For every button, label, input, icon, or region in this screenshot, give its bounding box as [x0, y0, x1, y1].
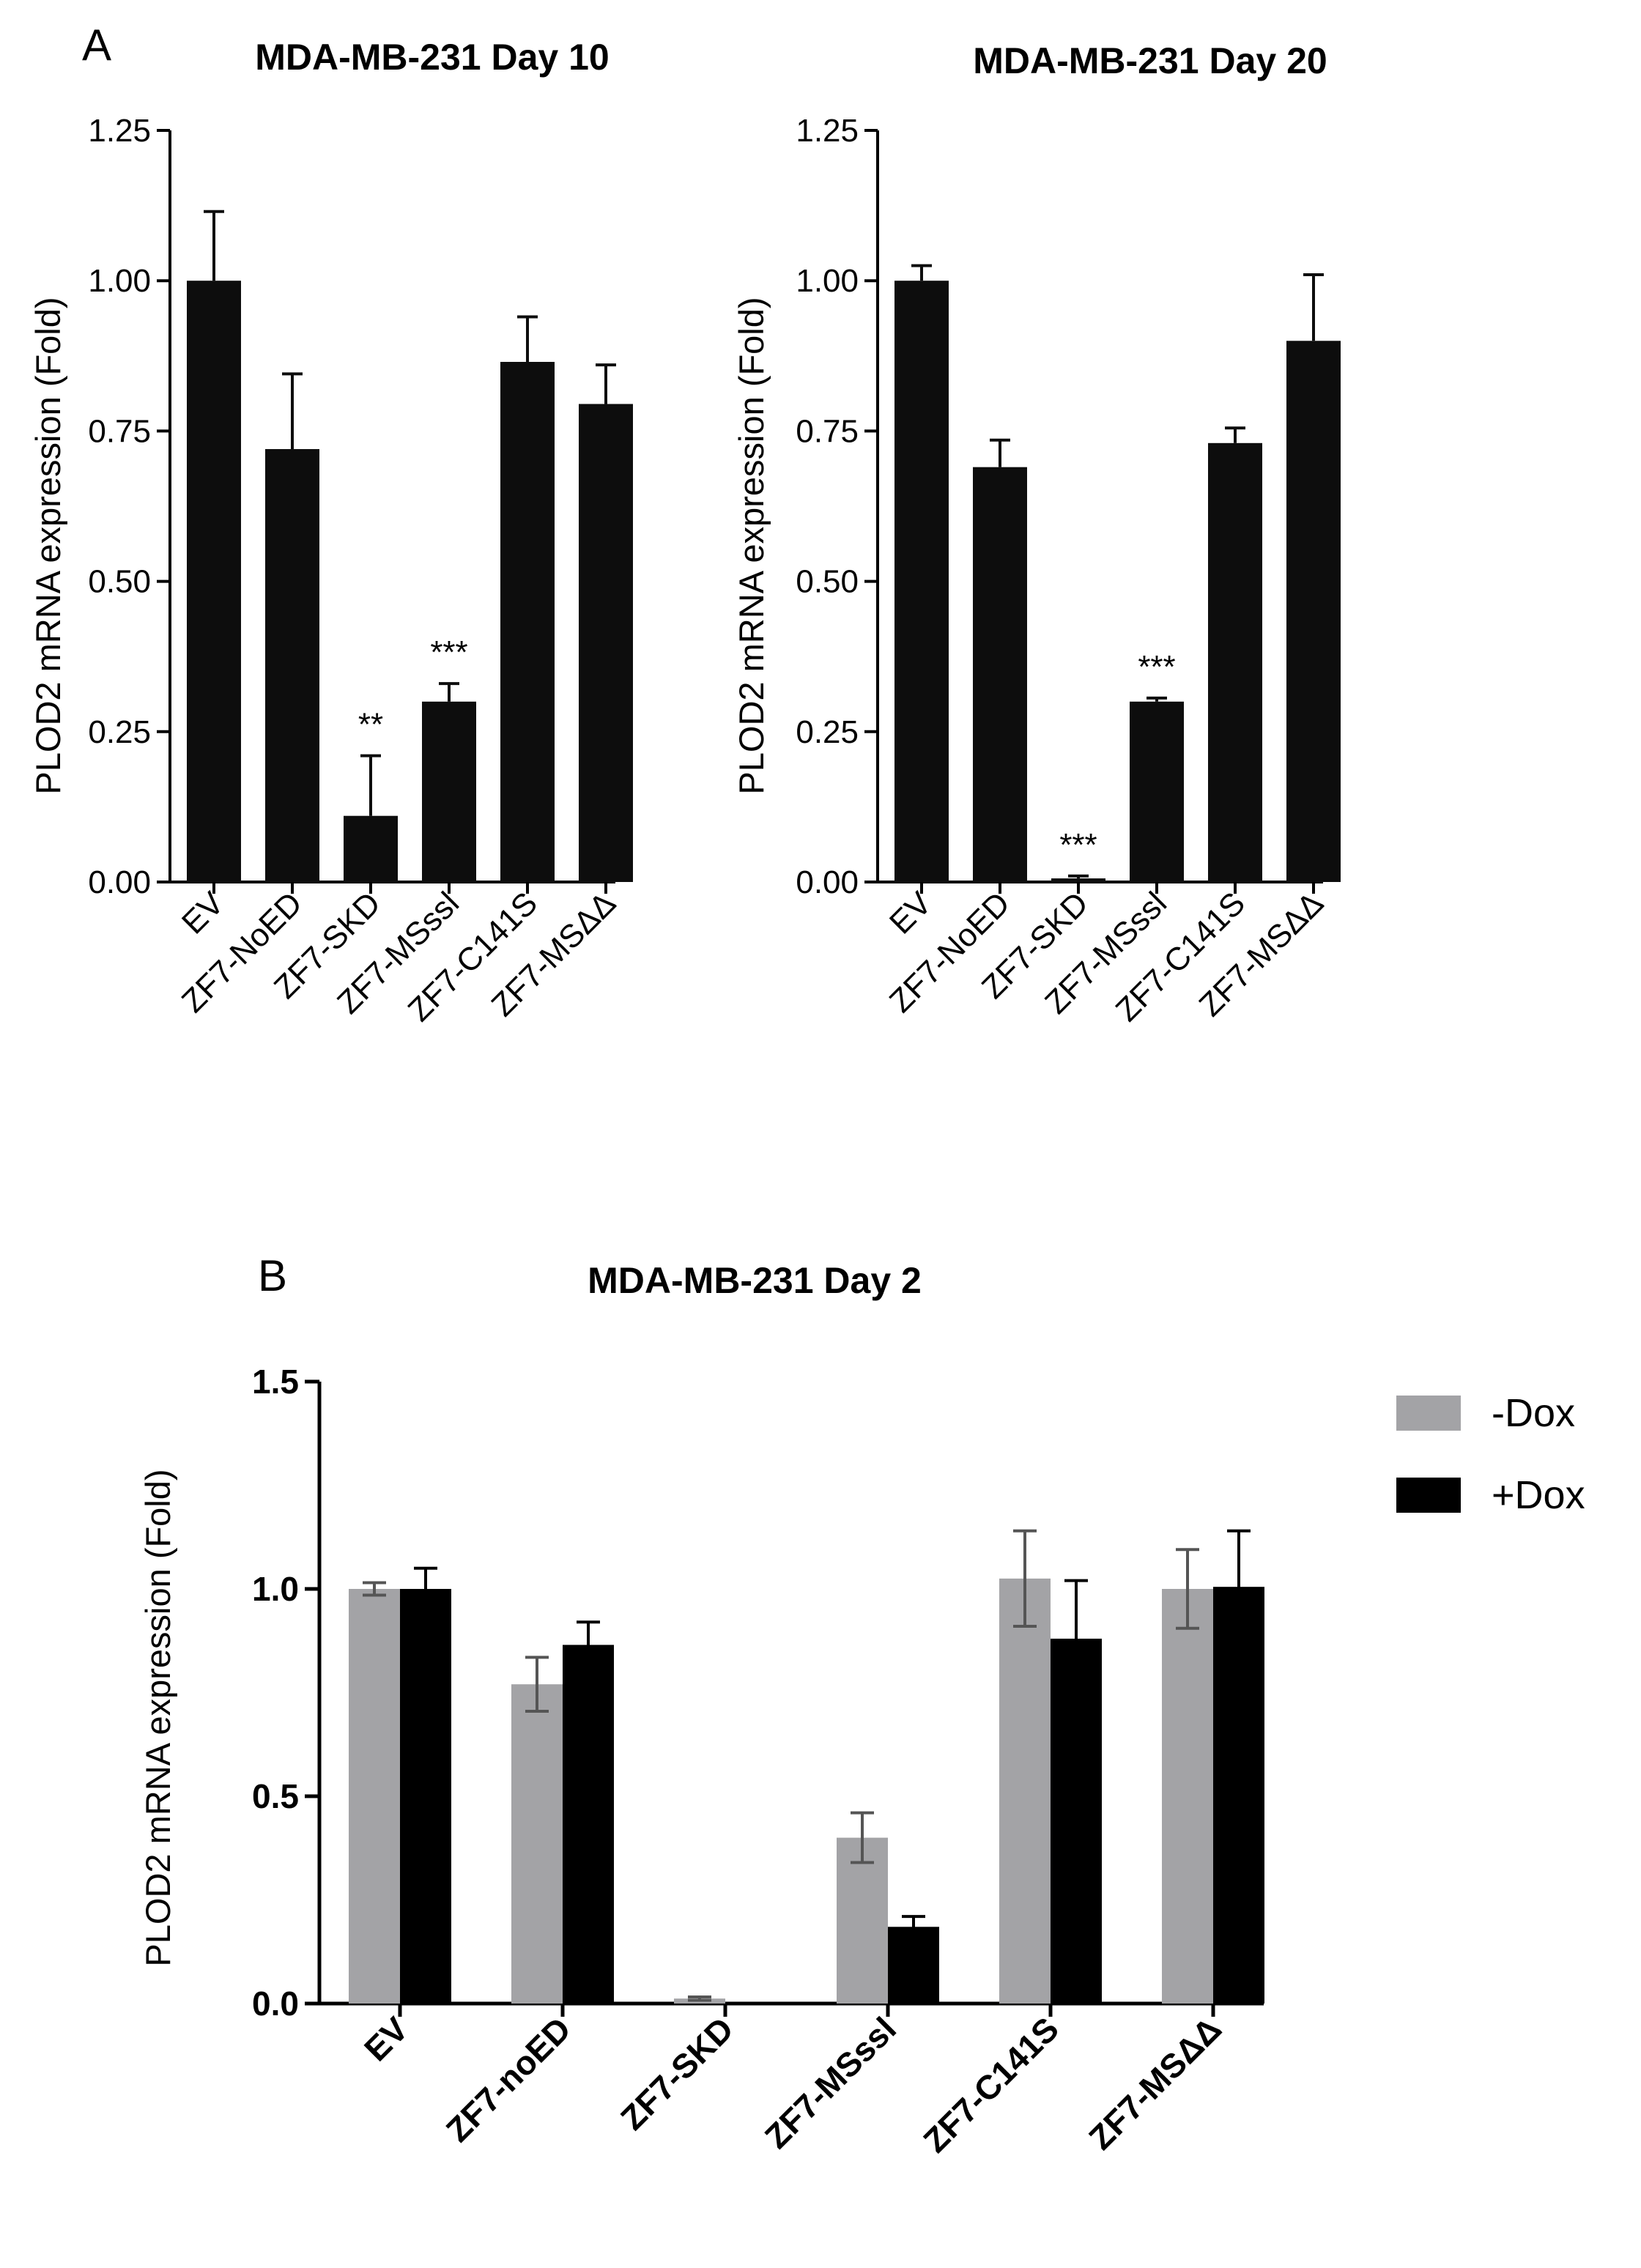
y-axis-label: PLOD2 mRNA expression (Fold)	[29, 297, 67, 794]
panel-letter: A	[82, 21, 111, 70]
x-tick-label: ZF7-MSssl	[757, 2009, 903, 2155]
y-tick-label: 0.00	[796, 864, 859, 900]
bar	[1051, 1638, 1102, 2004]
legend-label: -Dox	[1492, 1391, 1575, 1435]
bar	[973, 467, 1027, 882]
y-tick-label: 0.50	[88, 564, 151, 600]
bar	[344, 815, 398, 882]
chart-day-20: MDA-MB-231 Day 20 PLOD2 mRNA expression …	[732, 40, 1341, 1029]
chart-title: MDA-MB-231 Day 20	[973, 40, 1327, 81]
significance-label: ***	[1059, 827, 1097, 863]
x-tick-label: ZF7-C141S	[916, 2009, 1066, 2160]
x-tick-label: ZF7-MSΔΔ	[1081, 2009, 1229, 2157]
y-tick-label: 0.0	[252, 1984, 299, 2023]
x-tick-label: ZF7-noED	[439, 2009, 578, 2149]
x-tick-label: ZF7-SKD	[613, 2009, 741, 2137]
y-tick-label: 0.25	[796, 714, 859, 750]
legend-swatch	[1396, 1396, 1461, 1431]
bar	[265, 449, 319, 882]
y-tick-label: 0.00	[88, 864, 151, 900]
bar	[187, 281, 241, 882]
bar	[500, 362, 555, 882]
x-tick-label: EV	[883, 885, 939, 941]
significance-label: ***	[1138, 649, 1175, 685]
bar	[349, 1589, 400, 2004]
y-tick-label: 1.00	[88, 263, 151, 299]
bar	[1130, 701, 1184, 882]
y-axis-label: PLOD2 mRNA expression (Fold)	[732, 297, 771, 794]
bar	[894, 281, 949, 882]
legend-swatch	[1396, 1478, 1461, 1513]
y-tick-label: 0.75	[796, 413, 859, 449]
chart-title: MDA-MB-231 Day 10	[255, 37, 609, 78]
y-tick-label: 1.00	[796, 263, 859, 299]
y-tick-label: 1.0	[252, 1570, 299, 1608]
bar	[422, 701, 476, 882]
bar	[563, 1645, 614, 2004]
y-tick-label: 1.25	[796, 113, 859, 149]
chart-day-10: A MDA-MB-231 Day 10 PLOD2 mRNA expressio…	[29, 21, 633, 1029]
legend-label: +Dox	[1492, 1473, 1585, 1517]
bar	[400, 1589, 451, 2004]
significance-label: ***	[430, 634, 467, 670]
chart-title: MDA-MB-231 Day 2	[588, 1260, 922, 1301]
bar	[1208, 442, 1262, 882]
y-tick-label: 1.25	[88, 113, 151, 149]
panel-letter: B	[258, 1251, 287, 1300]
bar	[837, 1837, 888, 2004]
bar	[1213, 1587, 1264, 2004]
bar	[1051, 878, 1105, 882]
bar	[511, 1684, 563, 2004]
bar	[1162, 1589, 1213, 2004]
y-tick-label: 0.25	[88, 714, 151, 750]
chart-day-2: B MDA-MB-231 Day 2 PLOD2 mRNA expression…	[138, 1251, 1585, 2160]
y-tick-label: 0.75	[88, 413, 151, 449]
x-tick-label: EV	[357, 2009, 415, 2068]
y-tick-label: 0.50	[796, 564, 859, 600]
bar	[1286, 341, 1341, 882]
bar	[579, 404, 633, 882]
y-tick-label: 0.5	[252, 1777, 299, 1815]
bar	[999, 1578, 1051, 2004]
x-tick-label: EV	[175, 885, 231, 941]
significance-label: **	[358, 707, 383, 743]
bar	[888, 1927, 939, 2004]
y-tick-label: 1.5	[252, 1363, 299, 1401]
y-axis-label: PLOD2 mRNA expression (Fold)	[138, 1469, 177, 1966]
